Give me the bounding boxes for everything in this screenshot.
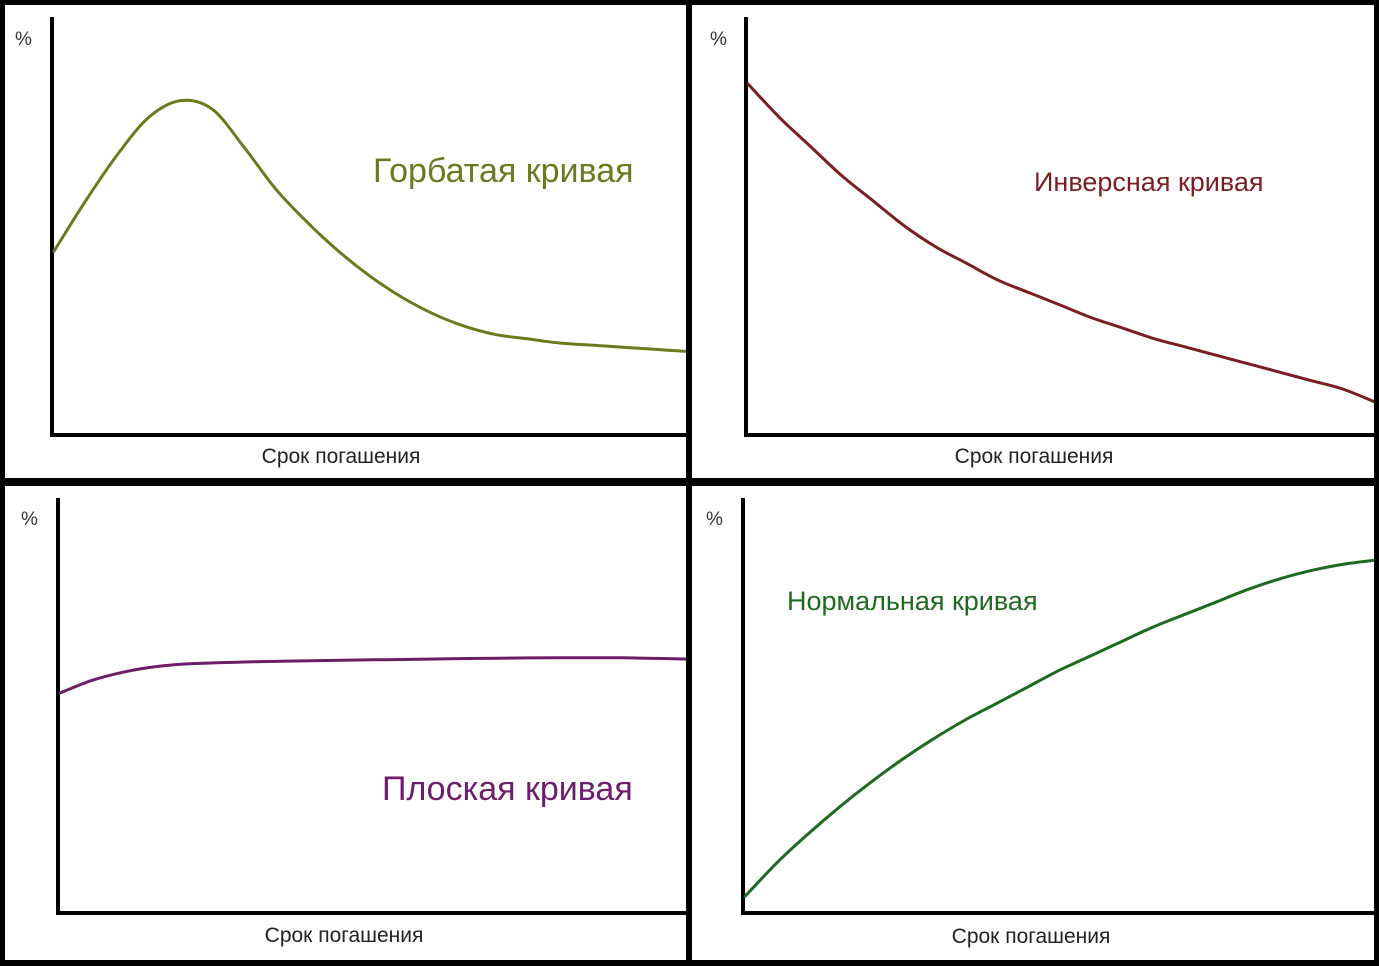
yield-curve-line [743, 558, 1374, 898]
humped-curve-chart [50, 17, 686, 437]
curve-title: Нормальная кривая [787, 586, 1038, 616]
inverted-curve-panel: % Срок погашения Инверсная кривая [692, 5, 1374, 478]
x-axis-label: Срок погашения [261, 445, 421, 468]
yield-curve-line [746, 82, 1374, 404]
y-axis-label: % [710, 29, 727, 50]
y-axis-label: % [706, 509, 723, 530]
curve-title: Инверсная кривая [1034, 167, 1264, 197]
y-axis-label: % [15, 29, 32, 50]
curve-title: Горбатая кривая [373, 152, 634, 190]
curve-title: Плоская кривая [382, 770, 633, 808]
yield-curve-line [52, 98, 686, 353]
y-axis-label: % [21, 509, 38, 530]
flat-curve-panel: % Срок погашения Плоская кривая [5, 486, 686, 960]
yield-curve-line [58, 656, 686, 695]
x-axis-label: Срок погашения [264, 924, 424, 947]
humped-curve-panel: % Срок погашения Горбатая кривая [5, 5, 686, 478]
flat-curve-chart [56, 498, 686, 915]
x-axis-label: Срок погашения [954, 445, 1114, 468]
x-axis-label: Срок погашения [951, 925, 1111, 948]
normal-curve-panel: % Срок погашения Нормальная кривая [692, 486, 1374, 960]
inverted-curve-chart [744, 17, 1374, 437]
normal-curve-chart [741, 498, 1374, 915]
